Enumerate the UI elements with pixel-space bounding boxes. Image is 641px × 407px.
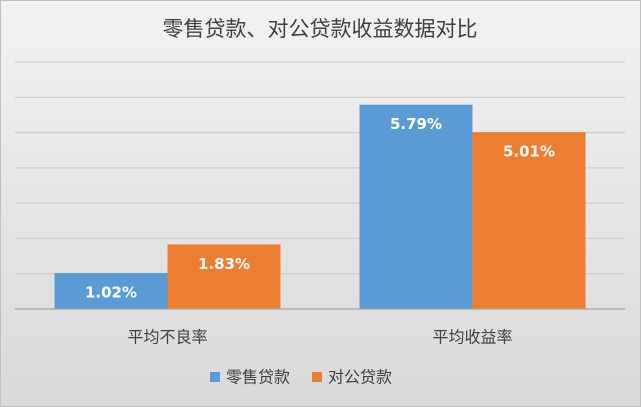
legend-swatch <box>210 372 220 382</box>
legend-label: 零售贷款 <box>226 368 290 387</box>
value-label: 1.83% <box>198 255 250 273</box>
x-tick-label: 平均收益率 <box>432 328 512 347</box>
legend-swatch <box>312 372 323 382</box>
bar <box>472 132 586 309</box>
value-label: 5.01% <box>503 143 555 161</box>
x-tick-label: 平均不良率 <box>127 328 207 347</box>
bar <box>167 244 281 309</box>
chart-title: 零售贷款、对公贷款收益数据对比 <box>163 17 478 41</box>
value-label: 1.02% <box>85 284 137 302</box>
bar <box>54 273 168 309</box>
value-label: 5.79% <box>390 115 442 133</box>
legend-label: 对公贷款 <box>328 368 392 387</box>
bar <box>359 104 473 310</box>
